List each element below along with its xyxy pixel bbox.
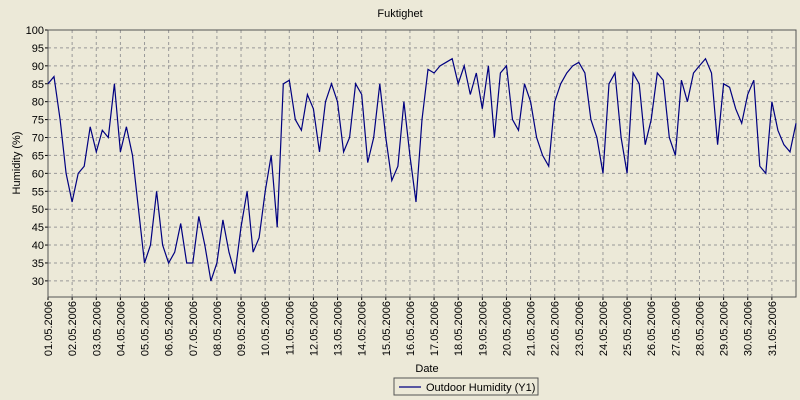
y-tick-label: 45 (32, 222, 44, 234)
x-tick-label: 25.05.2006 (622, 301, 634, 356)
x-tick-label: 15.05.2006 (381, 301, 393, 356)
x-tick-label: 05.05.2006 (140, 301, 152, 356)
y-tick-label: 35 (32, 258, 44, 270)
x-tick-label: 29.05.2006 (719, 301, 731, 356)
x-tick-label: 30.05.2006 (743, 301, 755, 356)
x-tick-label: 23.05.2006 (574, 301, 586, 356)
x-tick-label: 07.05.2006 (188, 301, 200, 356)
x-tick-label: 03.05.2006 (91, 301, 103, 356)
y-tick-label: 85 (32, 79, 44, 91)
plot-area (48, 30, 796, 297)
x-tick-label: 24.05.2006 (598, 301, 610, 356)
x-tick-label: 14.05.2006 (357, 301, 369, 356)
chart-title: Fuktighet (377, 8, 422, 20)
plot-border (47, 29, 797, 298)
y-tick-label: 75 (32, 115, 44, 127)
legend-box (393, 377, 539, 396)
y-tick-label: 65 (32, 150, 44, 162)
x-tick-label: 26.05.2006 (646, 301, 658, 356)
x-tick-label: 06.05.2006 (164, 301, 176, 356)
y-tick-label: 100 (26, 25, 44, 37)
x-tick-label: 16.05.2006 (405, 301, 417, 356)
y-tick-label: 55 (32, 186, 44, 198)
x-tick-label: 31.05.2006 (767, 301, 779, 356)
x-tick-label: 11.05.2006 (284, 301, 296, 355)
x-tick-label: 10.05.2006 (260, 301, 272, 356)
x-tick-label: 04.05.2006 (115, 301, 127, 356)
y-tick-label: 80 (32, 97, 44, 109)
legend-label: Outdoor Humidity (Y1) (426, 382, 535, 394)
x-tick-label: 17.05.2006 (429, 301, 441, 356)
y-tick-label: 70 (32, 133, 44, 145)
x-tick-label: 12.05.2006 (308, 301, 320, 356)
x-tick-label: 08.05.2006 (212, 301, 224, 356)
x-tick-label: 13.05.2006 (333, 301, 345, 356)
legend: Outdoor Humidity (Y1) (393, 377, 539, 396)
y-tick-label: 30 (32, 276, 44, 288)
y-tick-label: 40 (32, 240, 44, 252)
x-tick-label: 20.05.2006 (501, 301, 513, 356)
y-tick-label: 60 (32, 168, 44, 180)
x-tick-label: 18.05.2006 (453, 301, 465, 356)
x-tick-label: 27.05.2006 (670, 301, 682, 356)
y-axis-label: Humidity (%) (11, 132, 23, 195)
x-tick-label: 09.05.2006 (236, 301, 248, 356)
x-tick-label: 22.05.2006 (550, 301, 562, 356)
x-tick-label: 02.05.2006 (67, 301, 79, 356)
x-tick-label: 21.05.2006 (526, 301, 538, 356)
y-tick-label: 50 (32, 204, 44, 216)
x-tick-label: 01.05.2006 (43, 301, 55, 356)
data-line (47, 57, 797, 282)
x-tick-label: 19.05.2006 (477, 301, 489, 356)
x-tick-label: 28.05.2006 (694, 301, 706, 356)
y-tick-label: 90 (32, 61, 44, 73)
x-axis-label: Date (415, 363, 438, 375)
y-tick-label: 95 (32, 43, 44, 55)
